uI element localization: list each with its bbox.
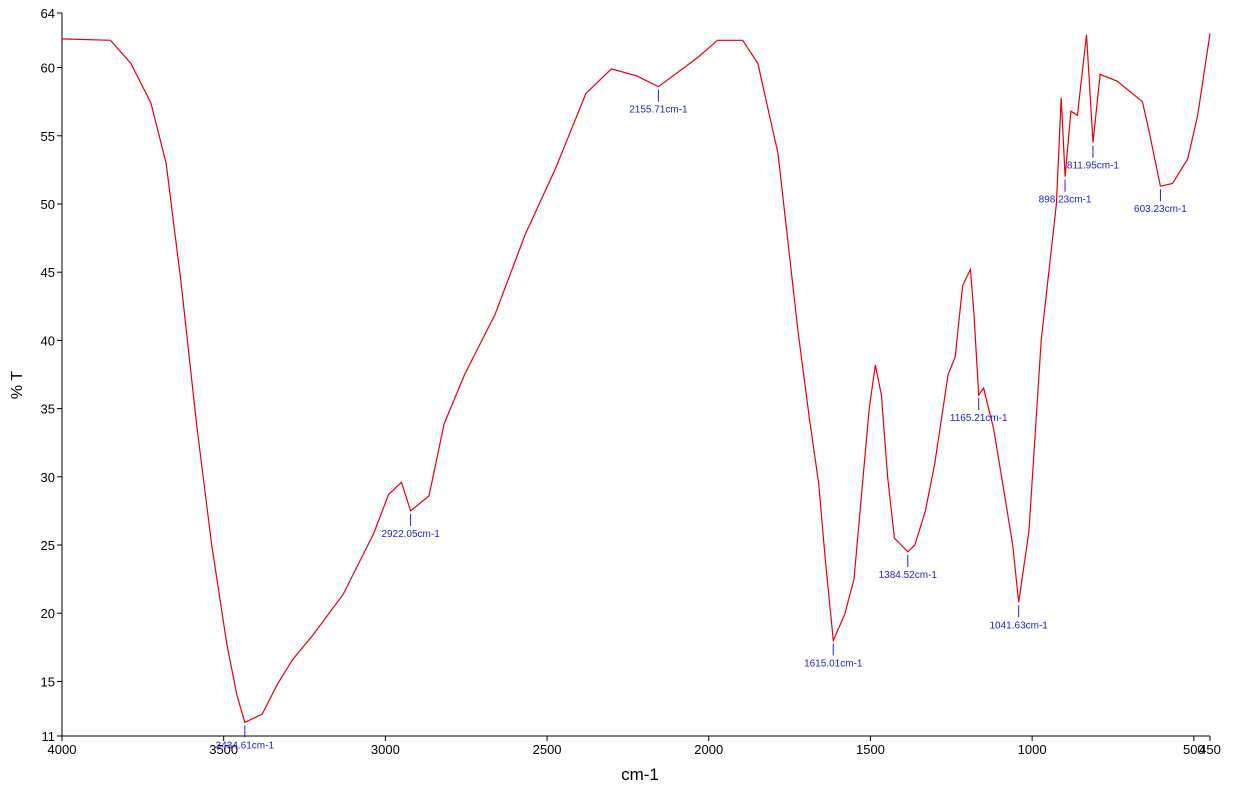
x-tick-label: 450 [1199,742,1221,757]
x-tick-label: 500 [1183,742,1205,757]
y-tick-label: 50 [41,197,55,212]
y-tick-label: 64 [41,6,55,21]
peak-label: 898.23cm-1 [1039,195,1092,206]
peak-label: 811.95cm-1 [1067,161,1120,172]
y-axis-label: % T [9,371,26,399]
peak-label: 1041.63cm-1 [989,620,1048,631]
x-tick-label: 2500 [533,742,562,757]
x-axis-label: cm-1 [621,765,659,784]
x-tick-label: 1500 [856,742,885,757]
peak-label: 1384.52cm-1 [879,570,938,581]
peak-label: 1615.01cm-1 [804,659,863,670]
spectrum-line [61,33,1211,724]
x-tick-label: 3500 [209,742,238,757]
peak-label: 2155.71cm-1 [629,105,688,116]
y-tick-label: 20 [41,606,55,621]
y-tick-label: 35 [41,402,55,417]
y-tick-label: 55 [41,129,55,144]
y-tick-label: 60 [41,61,55,76]
y-tick-label: 25 [41,538,55,553]
peak-label: 603.23cm-1 [1134,204,1187,215]
y-tick-label: 11 [42,729,56,744]
y-tick-label: 40 [41,333,55,348]
y-tick-label: 30 [41,470,55,485]
peak-label: 1165.21cm-1 [950,413,1008,424]
x-tick-label: 1000 [1018,742,1047,757]
peak-label: 2922.05cm-1 [381,529,440,540]
y-tick-label: 45 [41,265,55,280]
peak-label: 3434.61cm-1 [216,740,275,751]
x-tick-label: 4000 [48,742,77,757]
x-tick-label: 2000 [694,742,723,757]
y-tick-label: 15 [41,674,55,689]
x-tick-label: 3000 [371,742,400,757]
